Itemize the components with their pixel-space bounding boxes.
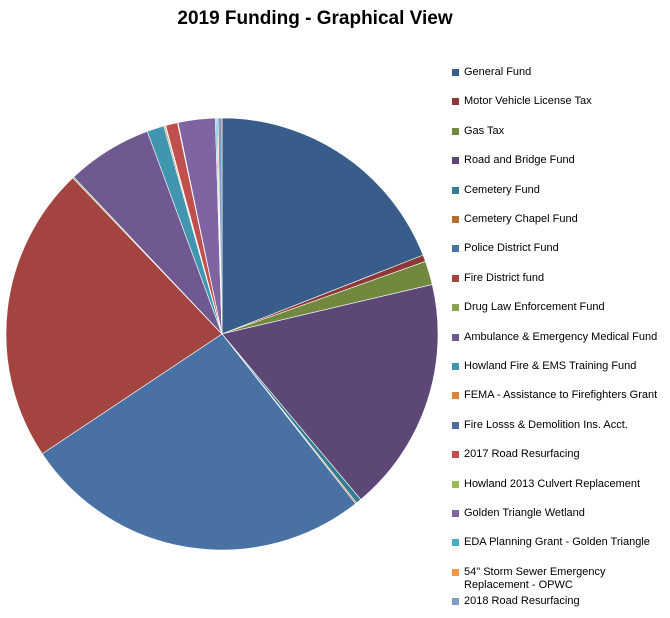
legend-label: General Fund: [464, 66, 532, 78]
legend-swatch: [452, 392, 459, 400]
pie-slice-1: [221, 117, 424, 335]
legend-swatch: [452, 69, 459, 76]
legend-label: EDA Planning Grant - Golden Triangle: [464, 536, 650, 549]
legend-swatch: [452, 245, 459, 253]
pie-slice-19: [217, 117, 223, 335]
legend-label: Golden Triangle Wetland: [464, 507, 585, 519]
legend-label: 54" Storm Sewer Emergency Replacement - …: [464, 565, 606, 591]
pie-slice-7: [41, 333, 357, 551]
legend-swatch: [452, 186, 459, 194]
pie-slice-8: [5, 177, 223, 455]
legend-swatch: [452, 510, 459, 517]
legend-item: Ambulance & Emergency Medical Fund: [452, 331, 664, 344]
legend-item: Fire Losss & Demolition Ins. Acct.: [452, 419, 664, 432]
legend-label: Cemetery Fund: [464, 183, 540, 196]
legend-label: Howland Fire & EMS Training Fund: [464, 360, 637, 372]
legend-label: FEMA - Assistance to Firefighters Grant: [464, 389, 658, 402]
legend-item: Police District Fund: [452, 242, 664, 255]
legend-label: 2017 Road Resurfacing: [464, 448, 580, 461]
pie-slice-4: [221, 284, 439, 500]
legend-swatch: [452, 216, 459, 223]
legend-item: EDA Planning Grant - Golden Triangle: [452, 536, 664, 549]
legend-item: FEMA - Assistance to Firefighters Grant: [452, 389, 664, 402]
legend-swatch: [452, 539, 459, 547]
legend-item: Gas Tax: [452, 125, 664, 138]
legend-item: Fire District fund: [452, 272, 664, 285]
legend-item: Golden Triangle Wetland: [452, 507, 664, 520]
chart-title: 2019 Funding - Graphical View: [177, 8, 453, 29]
legend-item: 2017 Road Resurfacing: [452, 448, 664, 461]
legend-swatch: [452, 451, 459, 459]
legend-label: Police District Fund: [464, 242, 559, 255]
legend-swatch: [452, 568, 459, 576]
legend-item: 2018 Road Resurfacing: [452, 595, 664, 608]
legend-label: Ambulance & Emergency Medical Fund: [464, 330, 658, 343]
legend-label: Drug Law Enforcement Fund: [464, 301, 605, 314]
legend-swatch: [452, 98, 459, 106]
legend-item: Howland 2013 Culvert Replacement: [452, 478, 664, 491]
legend-label: Road and Bridge Fund: [464, 154, 575, 167]
legend-label: Howland 2013 Culvert Replacement: [464, 477, 641, 490]
legend-label: Motor Vehicle License Tax: [464, 95, 592, 108]
legend-label: Fire Losss & Demolition Ins. Acct.: [464, 418, 628, 431]
legend-item: Howland Fire & EMS Training Fund: [452, 360, 664, 373]
legend-swatch: [452, 363, 459, 370]
legend-label: 2018 Road Resurfacing: [464, 595, 580, 608]
legend-swatch: [452, 274, 459, 282]
legend-swatch: [452, 598, 459, 606]
legend-item: General Fund: [452, 66, 664, 79]
legend-swatch: [452, 304, 459, 312]
pie-chart: [5, 117, 439, 551]
legend-item: Road and Bridge Fund: [452, 154, 664, 167]
legend-swatch: [452, 333, 459, 341]
legend-label: Gas Tax: [464, 124, 505, 137]
legend-item: Cemetery Chapel Fund: [452, 213, 664, 226]
legend-swatch: [452, 127, 459, 135]
legend-swatch: [452, 157, 459, 165]
legend-item: Drug Law Enforcement Fund: [452, 301, 664, 314]
legend-swatch: [452, 421, 459, 429]
legend-swatch: [452, 480, 459, 488]
legend-item: Motor Vehicle License Tax: [452, 95, 664, 108]
legend-item: Cemetery Fund: [452, 184, 664, 197]
legend-label: Fire District fund: [464, 271, 545, 284]
legend-label: Cemetery Chapel Fund: [464, 213, 578, 225]
legend-item: 54" Storm Sewer Emergency Replacement - …: [452, 566, 664, 592]
